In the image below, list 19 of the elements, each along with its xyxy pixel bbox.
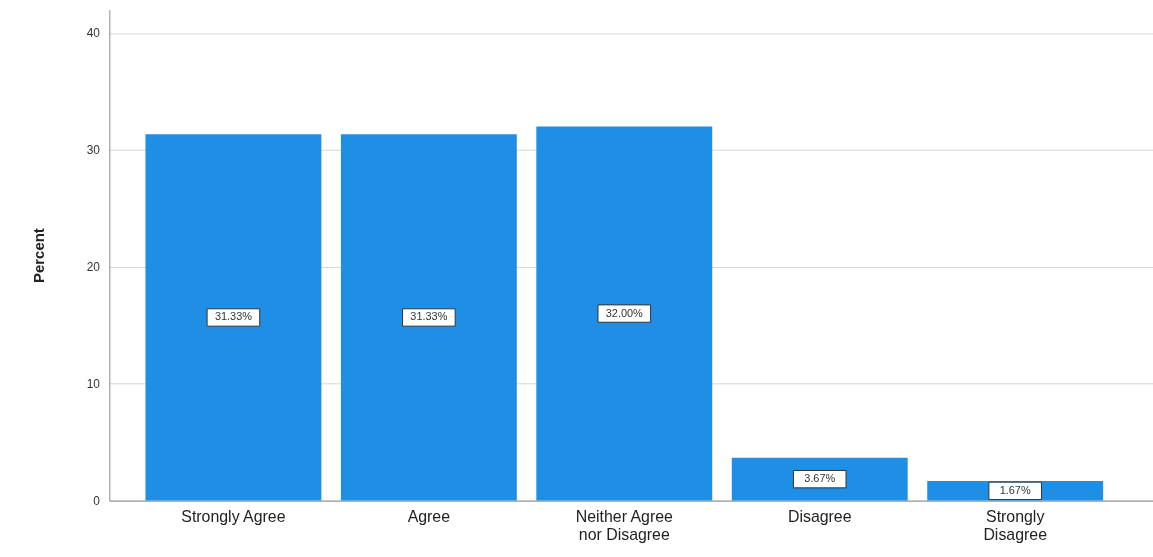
x-tick-label: Disagree [787,507,852,525]
bar [340,134,517,501]
data-label: 31.33% [214,310,253,323]
data-label: 1.67% [999,483,1031,496]
y-tick-label: 20 [86,260,101,275]
x-tick-label: Agree [407,507,451,525]
data-label: 3.67% [804,472,836,485]
y-axis-title: Percent [31,228,48,283]
y-tick-label: 0 [93,494,101,509]
bar [145,134,322,501]
x-tick-label: Strongly Disagree [983,507,1048,543]
y-tick-label: 40 [86,26,101,41]
x-tick-label: Neither Agree nor Disagree [575,507,674,543]
y-tick-label: 30 [86,143,101,158]
y-tick-label: 10 [86,377,101,392]
data-label: 32.00% [605,306,644,319]
data-label: 31.33% [410,310,448,323]
bar [536,126,713,501]
x-tick-label: Strongly Agree [181,507,286,525]
